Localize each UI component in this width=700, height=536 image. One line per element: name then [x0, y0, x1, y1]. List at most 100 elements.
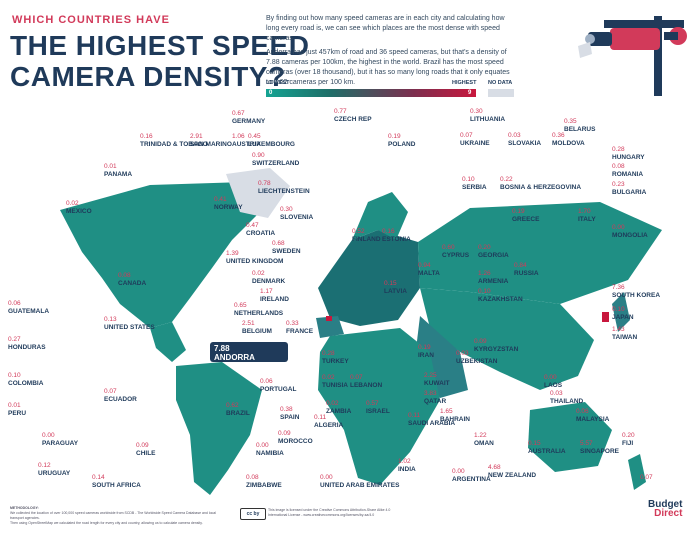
label-india: 0.00 ARGENTINA: [452, 468, 491, 483]
label-san-marino: 2.91 SAN MARINO: [190, 133, 232, 148]
label-namibia: 0.00 NAMIBIA: [256, 442, 284, 457]
label-bulgaria: 0.23 BULGARIA: [612, 181, 647, 196]
label-australia-name: AUSTRALIA: [528, 447, 566, 455]
label-san-marino-name: SAN MARINO: [190, 140, 232, 148]
speed-camera-icon: [578, 16, 687, 96]
legend-min-value: 0: [269, 90, 273, 96]
label-thailand-name: THAILAND: [550, 397, 584, 405]
label-turkey-name: TURKEY: [322, 357, 349, 365]
label-uk: 1.39 UNITED KINGDOM: [226, 250, 284, 265]
label-croatia: 0.47 CROATIA: [246, 222, 276, 237]
label-france-name: FRANCE: [286, 327, 314, 335]
label-russia-name: RUSSIA: [514, 269, 539, 277]
south-korea: [602, 312, 609, 322]
world-map: [60, 168, 662, 495]
label-uzbekistan-name: UZBEKISTAN: [456, 357, 498, 365]
label-japan-name: JAPAN: [612, 313, 634, 321]
label-moldova-name: MOLDOVA: [552, 139, 585, 147]
label-usa: 0.13 UNITED STATES: [104, 316, 155, 331]
label-taiwan-name: TAIWAN: [612, 333, 638, 341]
label-chile: 0.09 CHILE: [136, 442, 156, 457]
label-mexico: 0.02 MEXICO: [66, 200, 92, 215]
label-canada-name: CANADA: [118, 279, 147, 287]
label-india-name: ARGENTINA: [452, 475, 491, 483]
label-iran-name: IRAN: [418, 351, 434, 359]
label-lebanon: 0.07 LEBANON: [350, 374, 383, 389]
australia: [528, 402, 612, 472]
label-lebanon-name: LEBANON: [350, 381, 383, 389]
label-sweden: 0.68 SWEDEN: [272, 240, 301, 255]
label-mauritius-name: INDIA: [398, 465, 416, 473]
label-poland: 0.19 POLAND: [388, 133, 416, 148]
label-kuwait-name: KUWAIT: [424, 379, 450, 387]
label-ecuador: 0.07 ECUADOR: [104, 388, 137, 403]
label-kyrgyzstan-name: KYRGYZSTAN: [474, 345, 519, 353]
label-kuwait: 2.25 KUWAIT: [424, 372, 450, 387]
label-malta: 0.94 MALTA: [418, 262, 440, 277]
label-mongolia: 0.00 MONGOLIA: [612, 224, 648, 239]
label-oman-name: OMAN: [474, 439, 494, 447]
label-morocco: 0.09 MOROCCO: [278, 430, 313, 445]
label-peru: 0.01 PERU: [8, 402, 27, 417]
greenland: [226, 168, 290, 218]
label-spain-name: SPAIN: [280, 413, 300, 421]
label-france: 0.33 FRANCE: [286, 320, 314, 335]
label-canada: 0.08 CANADA: [118, 272, 147, 287]
label-algeria: 0.11 ALGERIA: [314, 414, 344, 429]
label-bosnia-name: BOSNIA & HERZEGOVINA: [500, 183, 582, 191]
label-bosnia: 0.22 BOSNIA & HERZEGOVINA: [500, 176, 582, 191]
label-israel-name: ISRAEL: [366, 407, 390, 415]
label-laos-name: LAOS: [544, 381, 563, 389]
label-tunisia: 0.02 TUNISIA: [322, 374, 348, 389]
label-south-korea-name: SOUTH KOREA: [612, 291, 661, 299]
scandinavia: [352, 192, 408, 240]
label-chile-name: CHILE: [136, 449, 156, 457]
label-norway-name: NORWAY: [214, 203, 243, 211]
label-laos: 0.00 LAOS: [544, 374, 563, 389]
label-mongolia-name: MONGOLIA: [612, 231, 648, 239]
label-austria-name: AUSTRIA: [232, 140, 261, 148]
andorra: [326, 316, 332, 321]
label-belarus-name: BELARUS: [564, 125, 596, 133]
label-sweden-name: SWEDEN: [272, 247, 301, 255]
label-latvia-name: LATVIA: [384, 287, 407, 295]
brand-line-1: Budget: [648, 499, 683, 510]
label-belarus: 0.35 BELARUS: [564, 118, 596, 133]
label-italy: 1.70 ITALY: [578, 208, 596, 223]
label-paraguay-name: PARAGUAY: [42, 439, 79, 447]
label-kazakhstan-name: KAZAKHSTAN: [478, 295, 523, 303]
label-taiwan: 1.43 TAIWAN: [612, 326, 638, 341]
label-argentina: 0.14 SOUTH AFRICA: [92, 474, 141, 489]
label-italy-name: ITALY: [578, 215, 596, 223]
label-moldova: 0.36 MOLDOVA: [552, 132, 585, 147]
label-guatemala-name: GUATEMALA: [8, 307, 50, 315]
cc-license-badge: cc by: [240, 508, 266, 520]
label-malaysia-name: MALAYSIA: [576, 415, 610, 423]
label-qatar-name: QATAR: [424, 397, 447, 405]
label-mexico-name: MEXICO: [66, 207, 92, 215]
label-belgium-name: BELGIUM: [242, 327, 272, 335]
label-south-africa: 0.08 ZIMBABWE: [246, 474, 282, 489]
title-line-2: CAMERA DENSITY?: [10, 61, 286, 92]
label-kyrgyzstan: 0.09 KYRGYZSTAN: [474, 338, 519, 353]
label-south-korea: 7.36 SOUTH KOREA: [612, 284, 661, 299]
label-slovakia-name: SLOVAKIA: [508, 139, 542, 147]
iberia: [316, 316, 344, 338]
methodology-line-2: Then using OpenStreetMap we calculated t…: [10, 521, 203, 525]
label-romania: 0.08 ROMANIA: [612, 163, 644, 178]
label-trinidad: 0.16 TRINIDAD & TOBAGO: [140, 133, 208, 148]
label-uk-name: UNITED KINGDOM: [226, 257, 284, 265]
page-title: THE HIGHEST SPEED CAMERA DENSITY?: [10, 30, 309, 92]
kicker: WHICH COUNTRIES HAVE: [12, 14, 170, 26]
label-morocco-name: MOROCCO: [278, 437, 313, 445]
label-paraguay: 0.00 PARAGUAY: [42, 432, 79, 447]
label-fiji: 0.20 FIJI: [622, 432, 635, 447]
label-ireland-name: IRELAND: [260, 295, 289, 303]
label-saudi: 0.11 SAUDI ARABIA: [408, 412, 456, 427]
label-colombia-name: COLOMBIA: [8, 379, 44, 387]
label-namibia-name: NAMIBIA: [256, 449, 284, 457]
label-israel: 0.57 ISRAEL: [366, 400, 390, 415]
label-trinidad-name: TRINIDAD & TOBAGO: [140, 140, 208, 148]
label-brazil: 0.62 BRAZIL: [226, 402, 250, 417]
label-new-zealand: 0.07: [640, 474, 653, 481]
